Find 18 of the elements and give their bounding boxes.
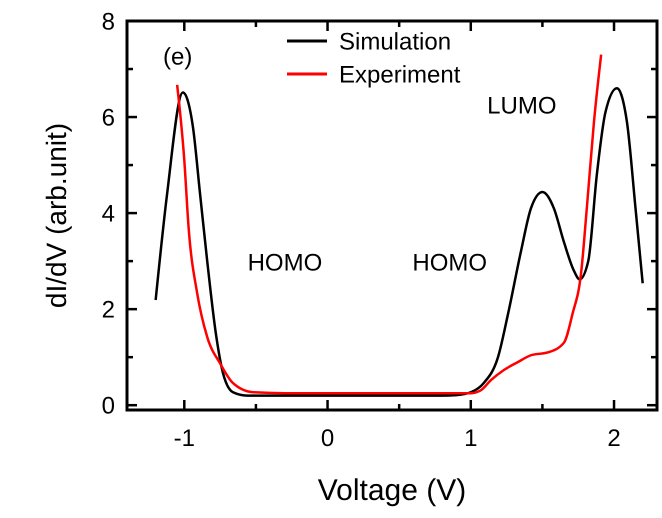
y-tick-label: 8	[102, 8, 115, 36]
annotation: HOMO	[412, 250, 488, 277]
x-tick-label: 1	[464, 425, 478, 452]
line-series	[154, 86, 644, 397]
legend-label: Simulation	[339, 28, 452, 56]
x-axis-title: Voltage (V)	[318, 474, 466, 507]
x-tick-label: 0	[320, 425, 334, 452]
y-tick-label: 2	[102, 296, 115, 324]
x-tick-label: 2	[607, 425, 621, 452]
x-tick-label: -1	[174, 425, 195, 452]
annotation: (e)	[163, 43, 192, 70]
annotation: LUMO	[487, 92, 557, 120]
y-tick-label: 6	[102, 104, 115, 132]
y-tick-label: 0	[102, 392, 115, 420]
y-tick-label: 4	[102, 200, 115, 228]
annotation: HOMO	[248, 250, 322, 277]
y-axis-title: dI/dV (arb.unit)	[41, 122, 72, 308]
legend-label: Experiment	[339, 61, 461, 88]
